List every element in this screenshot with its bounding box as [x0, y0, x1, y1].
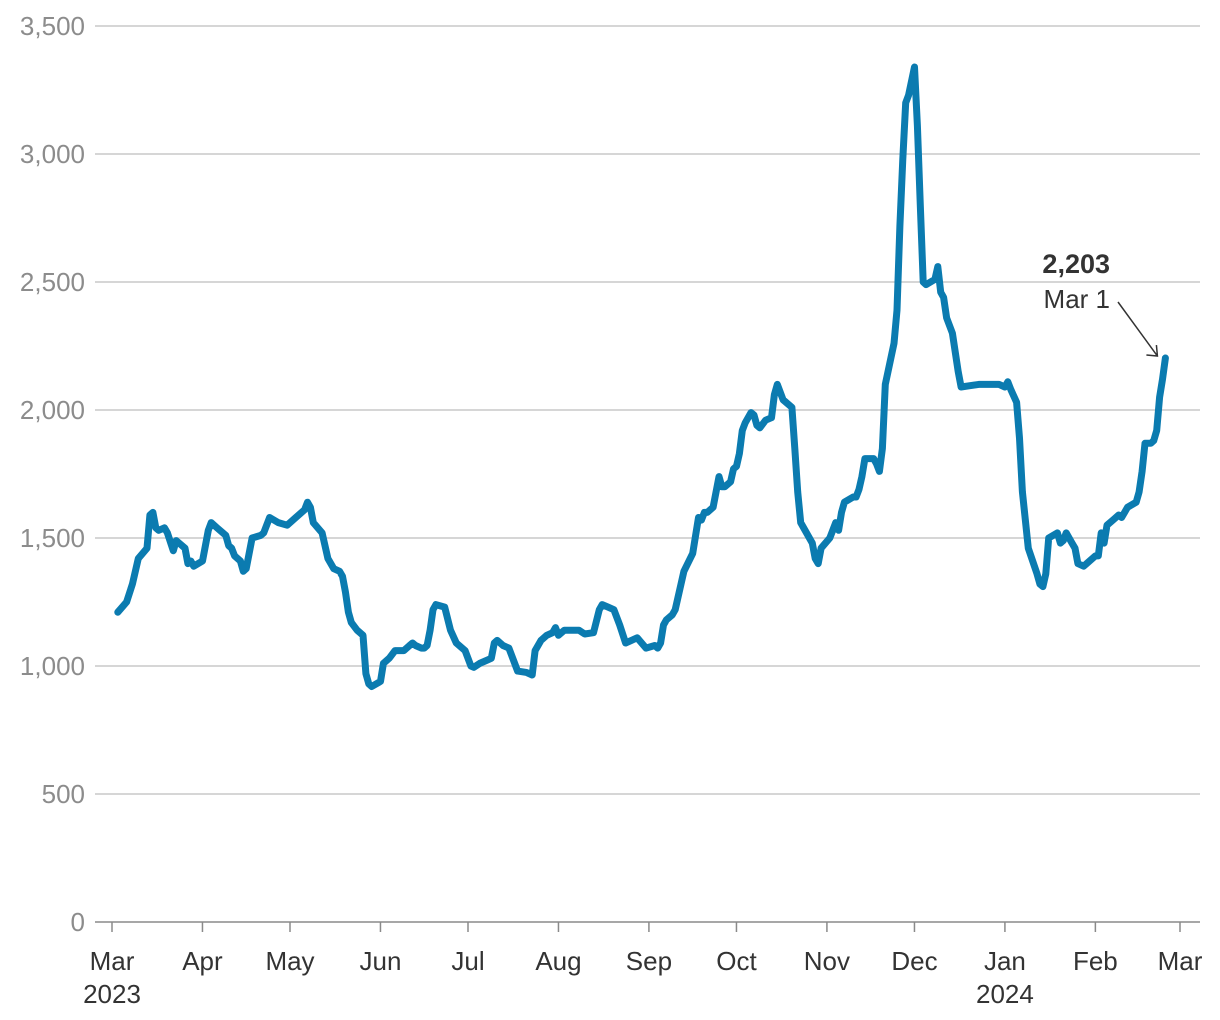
y-axis-tick-labels: 0 500 1,000 1,500 2,000 2,500 3,000 3,500 [20, 11, 85, 937]
y-tick-label: 1,000 [20, 651, 85, 681]
x-tick-label: Jun [359, 946, 401, 976]
y-tick-label: 2,500 [20, 267, 85, 297]
x-tick-label: Aug [535, 946, 581, 976]
x-tick-label: Dec [891, 946, 937, 976]
series-layer [114, 63, 1169, 690]
x-tick-label: Mar [1158, 946, 1203, 976]
annotation-value: 2,203 [1042, 249, 1110, 279]
x-tick-label: Nov [804, 946, 850, 976]
x-tick-label: Mar [90, 946, 135, 976]
annotation-arrow [1117, 301, 1159, 357]
x-tick-year-label: 2023 [83, 979, 141, 1009]
last-value-annotation: 2,203 Mar 1 [1042, 249, 1159, 357]
y-tick-label: 500 [42, 779, 85, 809]
series-line [114, 63, 1169, 690]
x-tick-label: May [265, 946, 314, 976]
y-tick-label: 3,000 [20, 139, 85, 169]
y-tick-label: 0 [71, 907, 85, 937]
x-tick-label: Feb [1073, 946, 1118, 976]
y-tick-label: 2,000 [20, 395, 85, 425]
x-tick-label: Apr [182, 946, 223, 976]
gridlines [95, 25, 1200, 923]
y-tick-label: 1,500 [20, 523, 85, 553]
y-tick-label: 3,500 [20, 11, 85, 41]
x-tick-label: Sep [626, 946, 672, 976]
x-tick-label: Oct [716, 946, 757, 976]
x-tick-label: Jan [984, 946, 1026, 976]
x-tick-year-label: 2024 [976, 979, 1034, 1009]
annotation-date: Mar 1 [1044, 284, 1110, 314]
x-tick-label: Jul [451, 946, 484, 976]
